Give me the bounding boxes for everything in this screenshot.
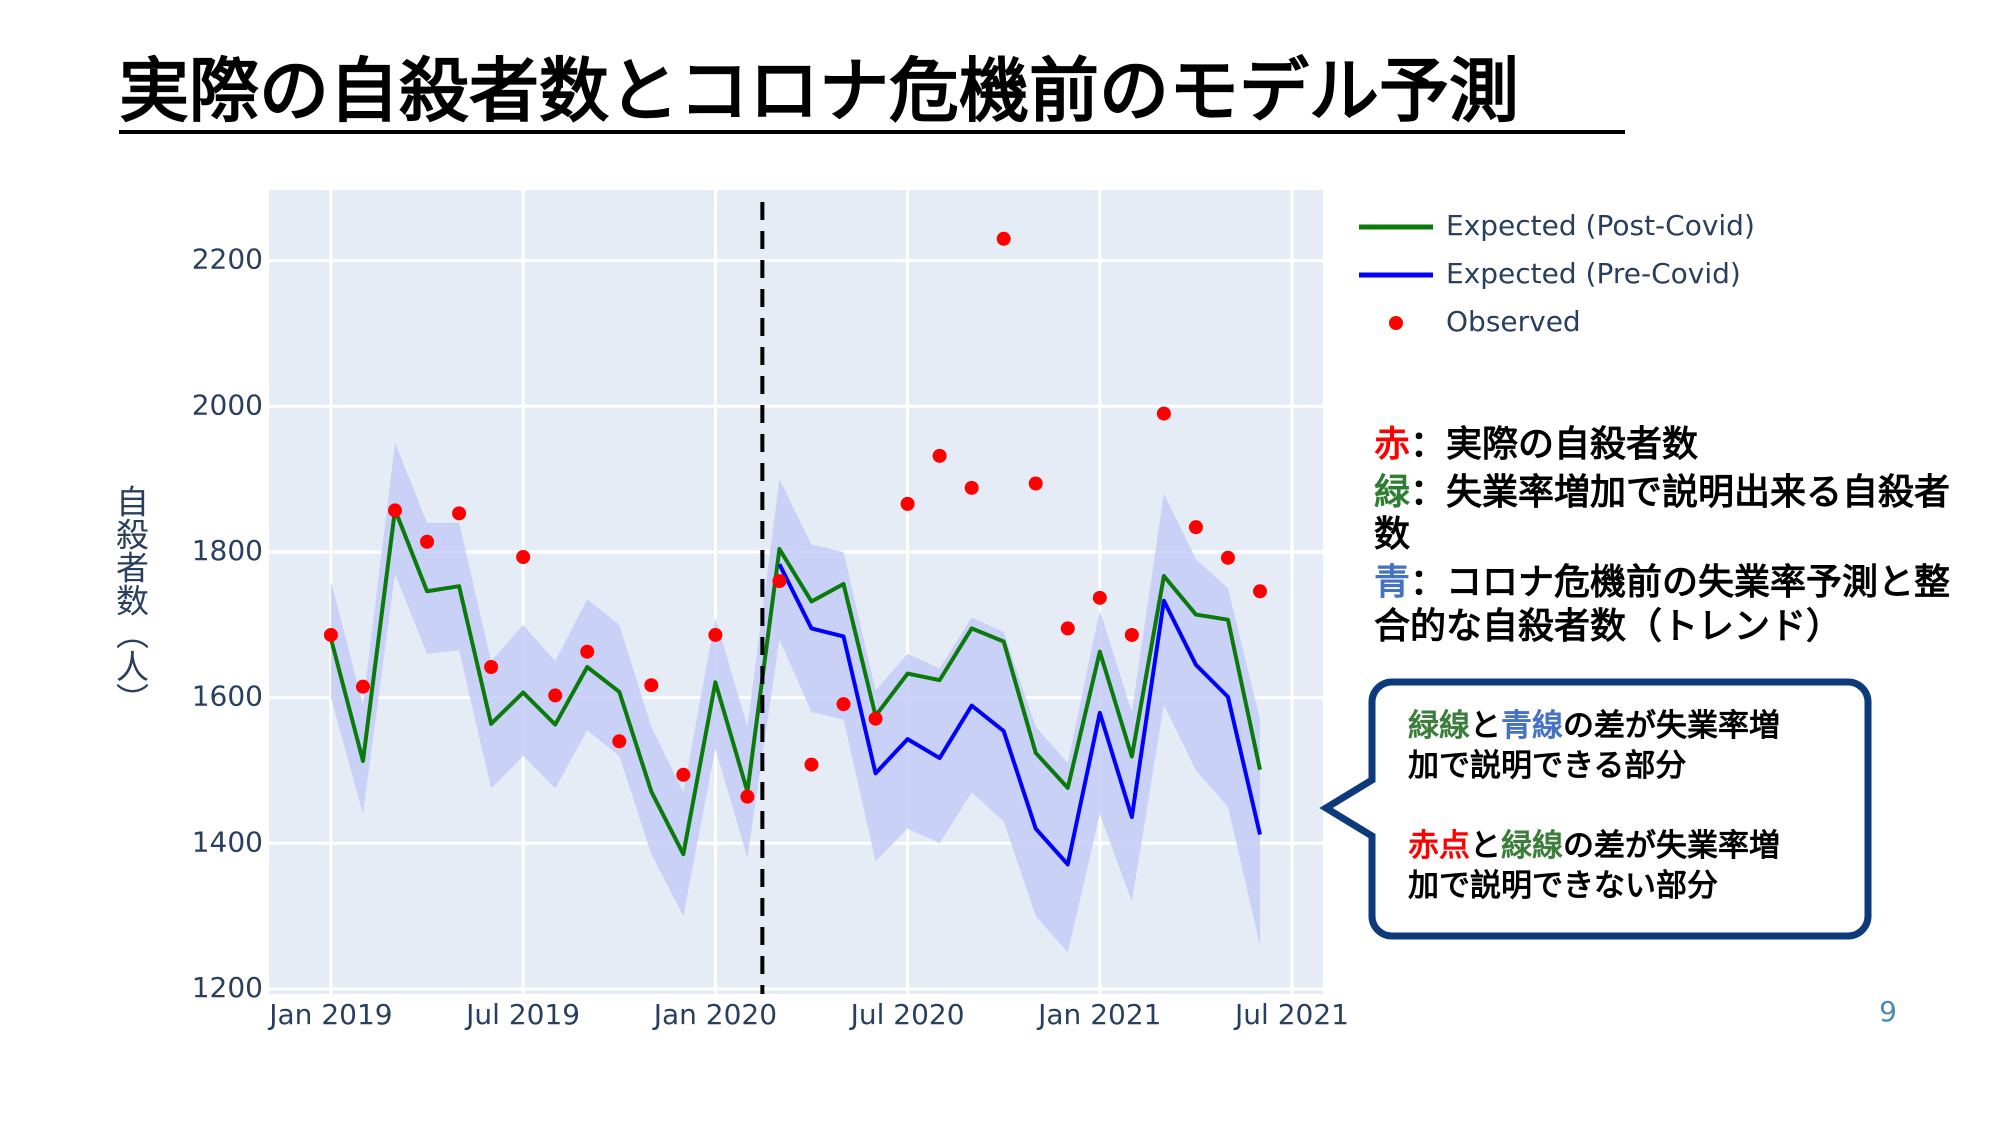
slide-title: 実際の自殺者数とコロナ危機前のモデル予測 [119, 50, 1519, 132]
observed-point [1252, 584, 1267, 599]
observed-point [1220, 550, 1235, 565]
y-tick-label: 2200 [192, 243, 263, 276]
observed-point [868, 711, 883, 726]
note-line-segment: 緑 [1374, 472, 1411, 513]
y-tick-label: 1600 [192, 680, 263, 713]
observed-point [1156, 406, 1171, 421]
observed-point [355, 679, 370, 694]
note-line-segment: ：コロナ危機前の失業率予測と整 [1410, 562, 1950, 603]
observed-point [1060, 621, 1075, 636]
observed-point [772, 574, 787, 589]
observed-point [932, 448, 947, 463]
note-line-segment: ：失業率増加で説明出来る自殺者 [1410, 472, 1950, 513]
x-tick-label: Jan 2019 [267, 998, 392, 1031]
observed-point [1092, 590, 1107, 605]
observed-point [388, 503, 403, 518]
observed-point [452, 506, 467, 521]
callout-line-segment: と [1470, 828, 1501, 864]
page-number: 9 [1879, 995, 1897, 1028]
observed-point [580, 644, 595, 659]
y-tick-label: 2000 [192, 388, 263, 421]
callout-line: 加で説明できない部分 [1408, 868, 1718, 904]
legend-symbol [1389, 316, 1403, 330]
observed-point [964, 480, 979, 495]
callout-line-segment: と [1470, 708, 1501, 744]
legend-label: Expected (Pre-Covid) [1446, 257, 1741, 290]
observed-point [484, 660, 499, 675]
observed-point [836, 697, 851, 712]
callout-line-segment: の差が失業率増 [1563, 828, 1780, 864]
observed-point [1188, 520, 1203, 535]
note-line-segment: 合的な自殺者数（トレンド） [1374, 606, 1842, 647]
legend-label: Observed [1446, 305, 1581, 338]
callout-line: 赤点と緑線の差が失業率増 [1408, 828, 1780, 864]
callout-line-segment: 赤点 [1408, 828, 1470, 864]
callout-line: 緑線と青線の差が失業率増 [1408, 708, 1780, 744]
note-line: 青：コロナ危機前の失業率予測と整 [1374, 562, 1950, 603]
note-line-segment: 青 [1374, 562, 1410, 603]
callout-line-segment: 加で説明できない部分 [1408, 868, 1718, 904]
observed-point [548, 688, 563, 703]
x-tick-label: Jul 2021 [1233, 998, 1349, 1031]
observed-point [1124, 627, 1139, 642]
observed-point [900, 496, 915, 511]
note-line: 赤：実際の自殺者数 [1374, 424, 1698, 465]
y-tick-label: 1800 [192, 534, 263, 567]
series-line [329, 507, 1262, 857]
series-line [777, 563, 1262, 867]
callout-line-segment: 青線 [1501, 708, 1563, 744]
y-tick-label: 1400 [192, 825, 263, 858]
observed-point [516, 550, 531, 565]
observed-point [740, 789, 755, 804]
x-tick-label: Jan 2020 [652, 998, 777, 1031]
note-line: 数 [1374, 514, 1410, 555]
observed-point [996, 231, 1011, 246]
note-line-segment: 数 [1374, 514, 1410, 555]
confidence-band [330, 442, 1260, 953]
observed-point [804, 757, 819, 772]
observed-point [676, 767, 691, 782]
y-tick-label: 1200 [192, 971, 263, 1004]
callout-line: 加で説明できる部分 [1408, 748, 1686, 784]
callout-line-segment: 緑線 [1501, 828, 1563, 864]
x-tick-label: Jul 2020 [849, 998, 965, 1031]
x-tick-label: Jan 2021 [1036, 998, 1161, 1031]
observed-point [708, 627, 723, 642]
callout-line-segment: 緑線 [1408, 708, 1470, 744]
observed-point [420, 534, 435, 549]
callout-line-segment: 加で説明できる部分 [1408, 748, 1686, 784]
note-line: 緑：失業率増加で説明出来る自殺者 [1374, 472, 1950, 513]
note-line: 合的な自殺者数（トレンド） [1374, 606, 1842, 647]
note-line-segment: 赤 [1374, 424, 1410, 465]
observed-point [644, 678, 659, 693]
observed-point [323, 627, 338, 642]
x-tick-label: Jul 2019 [464, 998, 580, 1031]
y-axis-label: 自殺者数（人） [111, 485, 150, 716]
observed-point [612, 734, 627, 749]
note-line-segment: ：実際の自殺者数 [1410, 424, 1698, 465]
legend-label: Expected (Post-Covid) [1446, 209, 1755, 242]
callout-box [1319, 678, 1872, 940]
callout-line-segment: の差が失業率増 [1563, 708, 1780, 744]
observed-point [1028, 476, 1043, 491]
